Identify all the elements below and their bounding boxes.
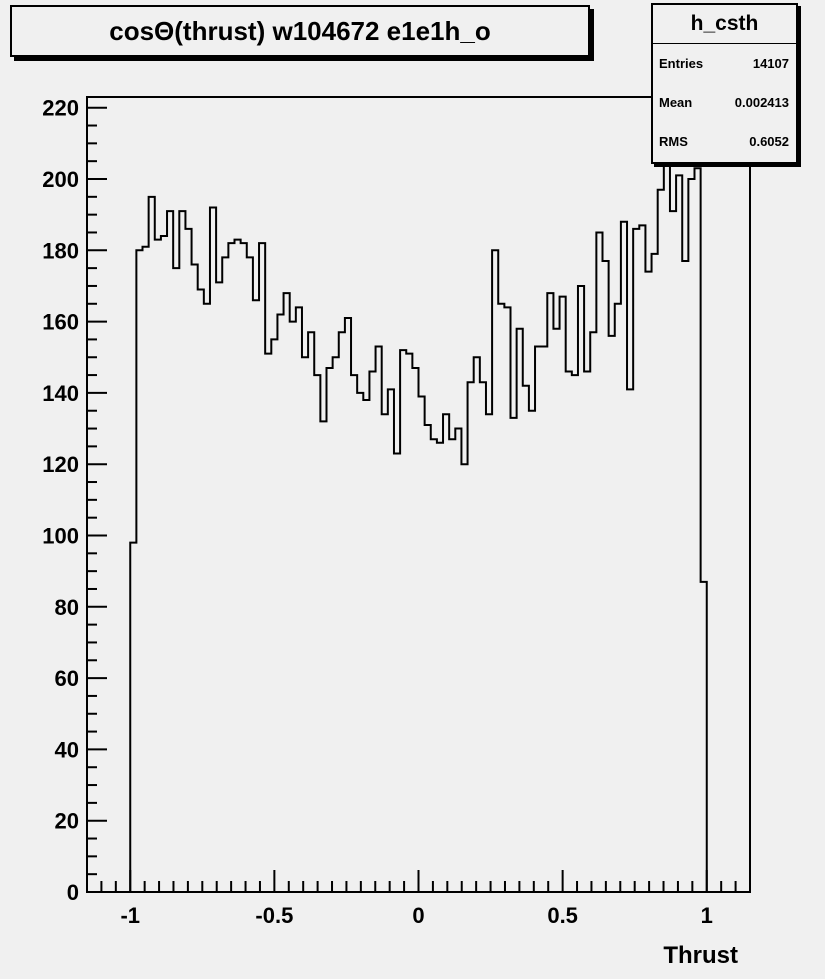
y-tick-label: 80 (55, 595, 79, 620)
stats-row-mean: Mean 0.002413 (653, 83, 796, 122)
y-tick-label: 140 (42, 381, 79, 406)
x-tick-label: 0.5 (547, 903, 578, 928)
x-tick-label: 1 (701, 903, 713, 928)
stats-row-entries: Entries 14107 (653, 44, 796, 83)
stats-mean-value: 0.002413 (734, 95, 789, 110)
y-tick-label: 100 (42, 523, 79, 548)
y-tick-label: 20 (55, 809, 79, 834)
stats-rms-label: RMS (659, 134, 688, 149)
y-tick-label: 160 (42, 310, 79, 335)
stats-row-rms: RMS 0.6052 (653, 122, 796, 161)
stats-mean-label: Mean (659, 95, 693, 110)
stats-box: h_csth Entries 14107 Mean 0.002413 RMS 0… (651, 3, 798, 164)
stats-rms-value: 0.6052 (749, 134, 789, 149)
y-tick-label: 40 (55, 737, 79, 762)
y-axis: 0 20 40 60 80 100 120 140 160 180 200 220 (42, 96, 107, 905)
x-axis: -1 -0.5 0 0.5 1 (86, 870, 751, 928)
stats-entries-label: Entries (659, 56, 704, 71)
histogram-step-line (129, 156, 708, 892)
y-tick-label: 0 (67, 880, 79, 905)
stats-entries-value: 14107 (752, 56, 789, 71)
plot-frame (86, 96, 751, 893)
y-tick-label: 200 (42, 167, 79, 192)
y-tick-label: 120 (42, 452, 79, 477)
stats-histogram-name: h_csth (653, 5, 796, 44)
y-tick-label: 220 (42, 96, 79, 121)
x-axis-label: Thrust (663, 942, 738, 969)
chart-title: cosΘ(thrust) w104672 e1e1h_o (109, 15, 491, 46)
x-tick-label: -1 (120, 903, 140, 928)
x-tick-label: 0 (412, 903, 424, 928)
y-tick-label: 180 (42, 238, 79, 263)
x-tick-label: -0.5 (255, 903, 293, 928)
histogram-series (129, 156, 708, 892)
y-tick-label: 60 (55, 666, 79, 691)
chart-title-box: cosΘ(thrust) w104672 e1e1h_o (10, 5, 590, 57)
